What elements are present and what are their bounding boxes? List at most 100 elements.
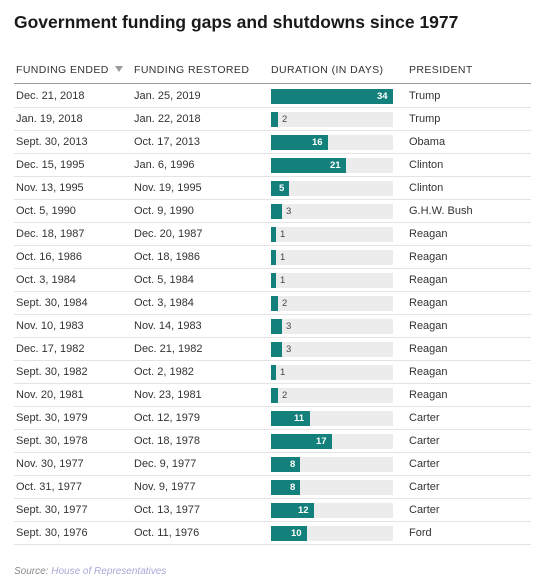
table-row: Oct. 3, 1984 Oct. 5, 1984 1 Reagan [14, 269, 531, 292]
president-cell: Reagan [409, 274, 448, 286]
duration-label: 12 [298, 505, 309, 516]
president-cell: Trump [409, 113, 441, 125]
duration-label: 1 [280, 252, 286, 263]
duration-bar [271, 480, 300, 495]
duration-label: 3 [286, 321, 292, 332]
funding-ended-cell: Sept. 30, 1978 [16, 435, 88, 447]
duration-label: 2 [282, 114, 288, 125]
duration-label: 16 [312, 137, 323, 148]
duration-track: 2 [271, 388, 393, 403]
duration-bar [271, 204, 282, 219]
table-row: Sept. 30, 1977 Oct. 13, 1977 12 Carter [14, 499, 531, 522]
duration-label: 34 [377, 91, 388, 102]
header-funding-ended[interactable]: FUNDING ENDED [16, 64, 123, 76]
president-cell: Obama [409, 136, 446, 148]
table-row: Dec. 21, 2018 Jan. 25, 2019 34 Trump [14, 85, 531, 108]
funding-ended-cell: Dec. 18, 1987 [16, 228, 85, 240]
table-row: Sept. 30, 1976 Oct. 11, 1976 10 Ford [14, 522, 531, 545]
table-row: Dec. 17, 1982 Dec. 21, 1982 3 Reagan [14, 338, 531, 361]
funding-restored-cell: Dec. 21, 1982 [134, 343, 203, 355]
funding-restored-cell: Nov. 23, 1981 [134, 389, 202, 401]
table-row: Oct. 5, 1990 Oct. 9, 1990 3 G.H.W. Bush [14, 200, 531, 223]
duration-label: 5 [279, 183, 285, 194]
header-funding-restored[interactable]: FUNDING RESTORED [134, 64, 250, 76]
duration-bar [271, 319, 282, 334]
funding-ended-cell: Nov. 20, 1981 [16, 389, 84, 401]
funding-ended-cell: Oct. 5, 1990 [16, 205, 76, 217]
funding-restored-cell: Oct. 3, 1984 [134, 297, 194, 309]
duration-track: 5 [271, 181, 393, 196]
funding-ended-cell: Dec. 17, 1982 [16, 343, 85, 355]
president-cell: Reagan [409, 320, 448, 332]
table-row: Jan. 19, 2018 Jan. 22, 2018 2 Trump [14, 108, 531, 131]
duration-label: 2 [282, 298, 288, 309]
funding-ended-cell: Nov. 30, 1977 [16, 458, 84, 470]
funding-ended-cell: Sept. 30, 1984 [16, 297, 88, 309]
sort-down-icon[interactable] [114, 66, 123, 72]
funding-restored-cell: Jan. 22, 2018 [134, 113, 201, 125]
funding-restored-cell: Oct. 12, 1979 [134, 412, 201, 424]
duration-bar [271, 457, 300, 472]
duration-label: 17 [316, 436, 327, 447]
funding-restored-cell: Dec. 9, 1977 [134, 458, 197, 470]
funding-restored-cell: Oct. 11, 1976 [134, 527, 200, 539]
president-cell: Ford [409, 527, 432, 539]
duration-bar [271, 273, 276, 288]
duration-label: 10 [291, 528, 302, 539]
chart-title: Government funding gaps and shutdowns si… [14, 12, 459, 32]
president-cell: Trump [409, 90, 441, 102]
duration-bar [271, 365, 276, 380]
president-cell: Clinton [409, 159, 444, 171]
duration-label: 21 [330, 160, 341, 171]
funding-restored-cell: Oct. 9, 1990 [134, 205, 194, 217]
funding-ended-cell: Nov. 13, 1995 [16, 182, 84, 194]
table-row: Sept. 30, 1978 Oct. 18, 1978 17 Carter [14, 430, 531, 453]
funding-ended-cell: Nov. 10, 1983 [16, 320, 84, 332]
duration-bar [271, 112, 278, 127]
funding-ended-cell: Oct. 16, 1986 [16, 251, 83, 263]
funding-restored-cell: Jan. 25, 2019 [134, 90, 201, 102]
president-cell: Reagan [409, 297, 448, 309]
funding-restored-cell: Jan. 6, 1996 [134, 159, 195, 171]
header-president[interactable]: PRESIDENT [409, 64, 473, 76]
funding-restored-cell: Oct. 2, 1982 [134, 366, 194, 378]
funding-restored-cell: Oct. 5, 1984 [134, 274, 194, 286]
president-cell: Carter [409, 435, 440, 447]
duration-track: 8 [271, 457, 393, 472]
duration-bar [271, 434, 332, 449]
duration-track: 12 [271, 503, 393, 518]
duration-bar [271, 135, 328, 150]
duration-label: 8 [290, 459, 296, 470]
header-divider [14, 83, 531, 84]
funding-ended-cell: Oct. 31, 1977 [16, 481, 83, 493]
duration-track: 1 [271, 365, 393, 380]
president-cell: Carter [409, 504, 440, 516]
duration-label: 11 [294, 413, 305, 424]
table-row: Nov. 13, 1995 Nov. 19, 1995 5 Clinton [14, 177, 531, 200]
table-row: Sept. 30, 1982 Oct. 2, 1982 1 Reagan [14, 361, 531, 384]
duration-track: 11 [271, 411, 393, 426]
duration-bar [271, 296, 278, 311]
duration-track: 3 [271, 319, 393, 334]
duration-track: 34 [271, 89, 393, 104]
funding-ended-cell: Dec. 15, 1995 [16, 159, 85, 171]
funding-ended-cell: Oct. 3, 1984 [16, 274, 76, 286]
duration-bar [271, 158, 346, 173]
duration-track: 3 [271, 204, 393, 219]
table-row: Oct. 31, 1977 Nov. 9, 1977 8 Carter [14, 476, 531, 499]
funding-ended-cell: Sept. 30, 2013 [16, 136, 88, 148]
source-link[interactable]: House of Representatives [51, 566, 167, 577]
funding-ended-cell: Jan. 19, 2018 [16, 113, 83, 125]
duration-label: 1 [280, 275, 286, 286]
header-duration[interactable]: DURATION (IN DAYS) [271, 64, 384, 76]
president-cell: Reagan [409, 228, 448, 240]
duration-bar [271, 181, 289, 196]
table-row: Nov. 10, 1983 Nov. 14, 1983 3 Reagan [14, 315, 531, 338]
funding-restored-cell: Oct. 13, 1977 [134, 504, 201, 516]
funding-ended-cell: Sept. 30, 1976 [16, 527, 88, 539]
duration-bar [271, 342, 282, 357]
table-row: Dec. 15, 1995 Jan. 6, 1996 21 Clinton [14, 154, 531, 177]
president-cell: Carter [409, 412, 440, 424]
funding-restored-cell: Oct. 17, 2013 [134, 136, 201, 148]
duration-label: 2 [282, 390, 288, 401]
